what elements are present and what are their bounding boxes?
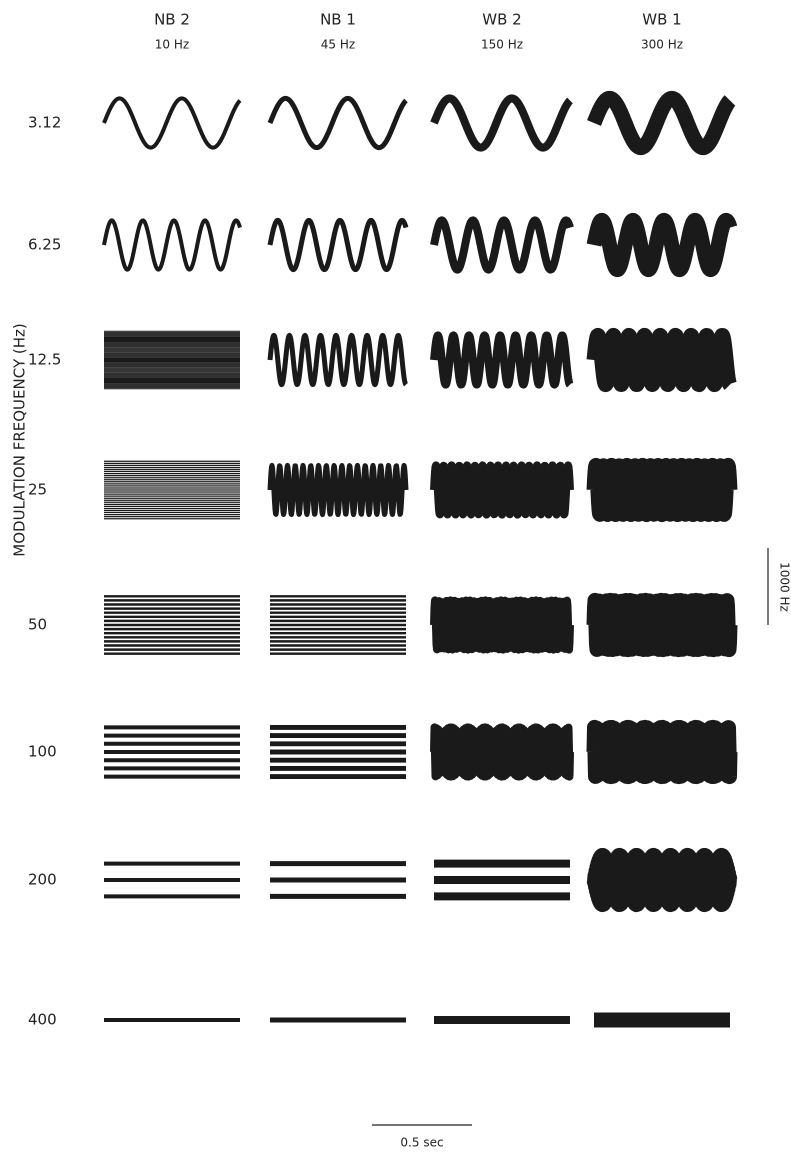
row-label: 50 xyxy=(28,616,47,634)
waveform xyxy=(594,335,730,384)
row-label: 200 xyxy=(28,871,57,889)
column-name: NB 2 xyxy=(154,11,190,29)
waveform xyxy=(434,600,570,649)
waveform xyxy=(594,727,730,776)
column-bandwidth: 10 Hz xyxy=(155,38,189,52)
column-name: WB 2 xyxy=(482,11,521,29)
waveform xyxy=(594,600,730,649)
row-label: 6.25 xyxy=(28,236,61,254)
frequency-scale-label: 1000 Hz xyxy=(778,562,791,612)
column-bandwidth: 300 Hz xyxy=(641,38,683,52)
waveform xyxy=(434,465,570,514)
column-name: NB 1 xyxy=(320,11,356,29)
column-bandwidth: 150 Hz xyxy=(481,38,523,52)
figure: MODULATION FREQUENCY (Hz) 1000 Hz 0.5 se… xyxy=(0,0,791,1154)
column-bandwidth: 45 Hz xyxy=(321,38,355,52)
column-name: WB 1 xyxy=(642,11,681,29)
waveform xyxy=(594,855,730,904)
row-label: 400 xyxy=(28,1011,57,1029)
background xyxy=(0,0,791,1154)
waveform xyxy=(594,465,730,514)
row-label: 12.5 xyxy=(28,351,61,369)
y-axis-label: MODULATION FREQUENCY (Hz) xyxy=(11,323,29,556)
time-scale-label: 0.5 sec xyxy=(400,1136,443,1150)
row-label: 25 xyxy=(28,481,47,499)
row-label: 3.12 xyxy=(28,114,61,132)
waveform xyxy=(434,727,570,776)
row-label: 100 xyxy=(28,743,57,761)
